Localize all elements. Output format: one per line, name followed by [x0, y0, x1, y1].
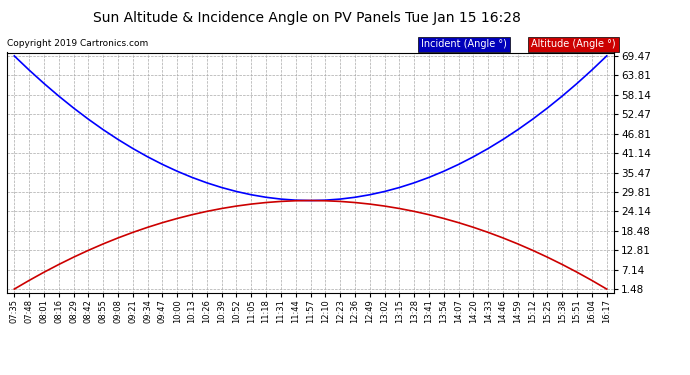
Text: Sun Altitude & Incidence Angle on PV Panels Tue Jan 15 16:28: Sun Altitude & Incidence Angle on PV Pan…: [93, 11, 521, 25]
Text: Copyright 2019 Cartronics.com: Copyright 2019 Cartronics.com: [7, 39, 148, 48]
Text: Altitude (Angle °): Altitude (Angle °): [531, 39, 616, 50]
Text: Incident (Angle °): Incident (Angle °): [421, 39, 506, 50]
